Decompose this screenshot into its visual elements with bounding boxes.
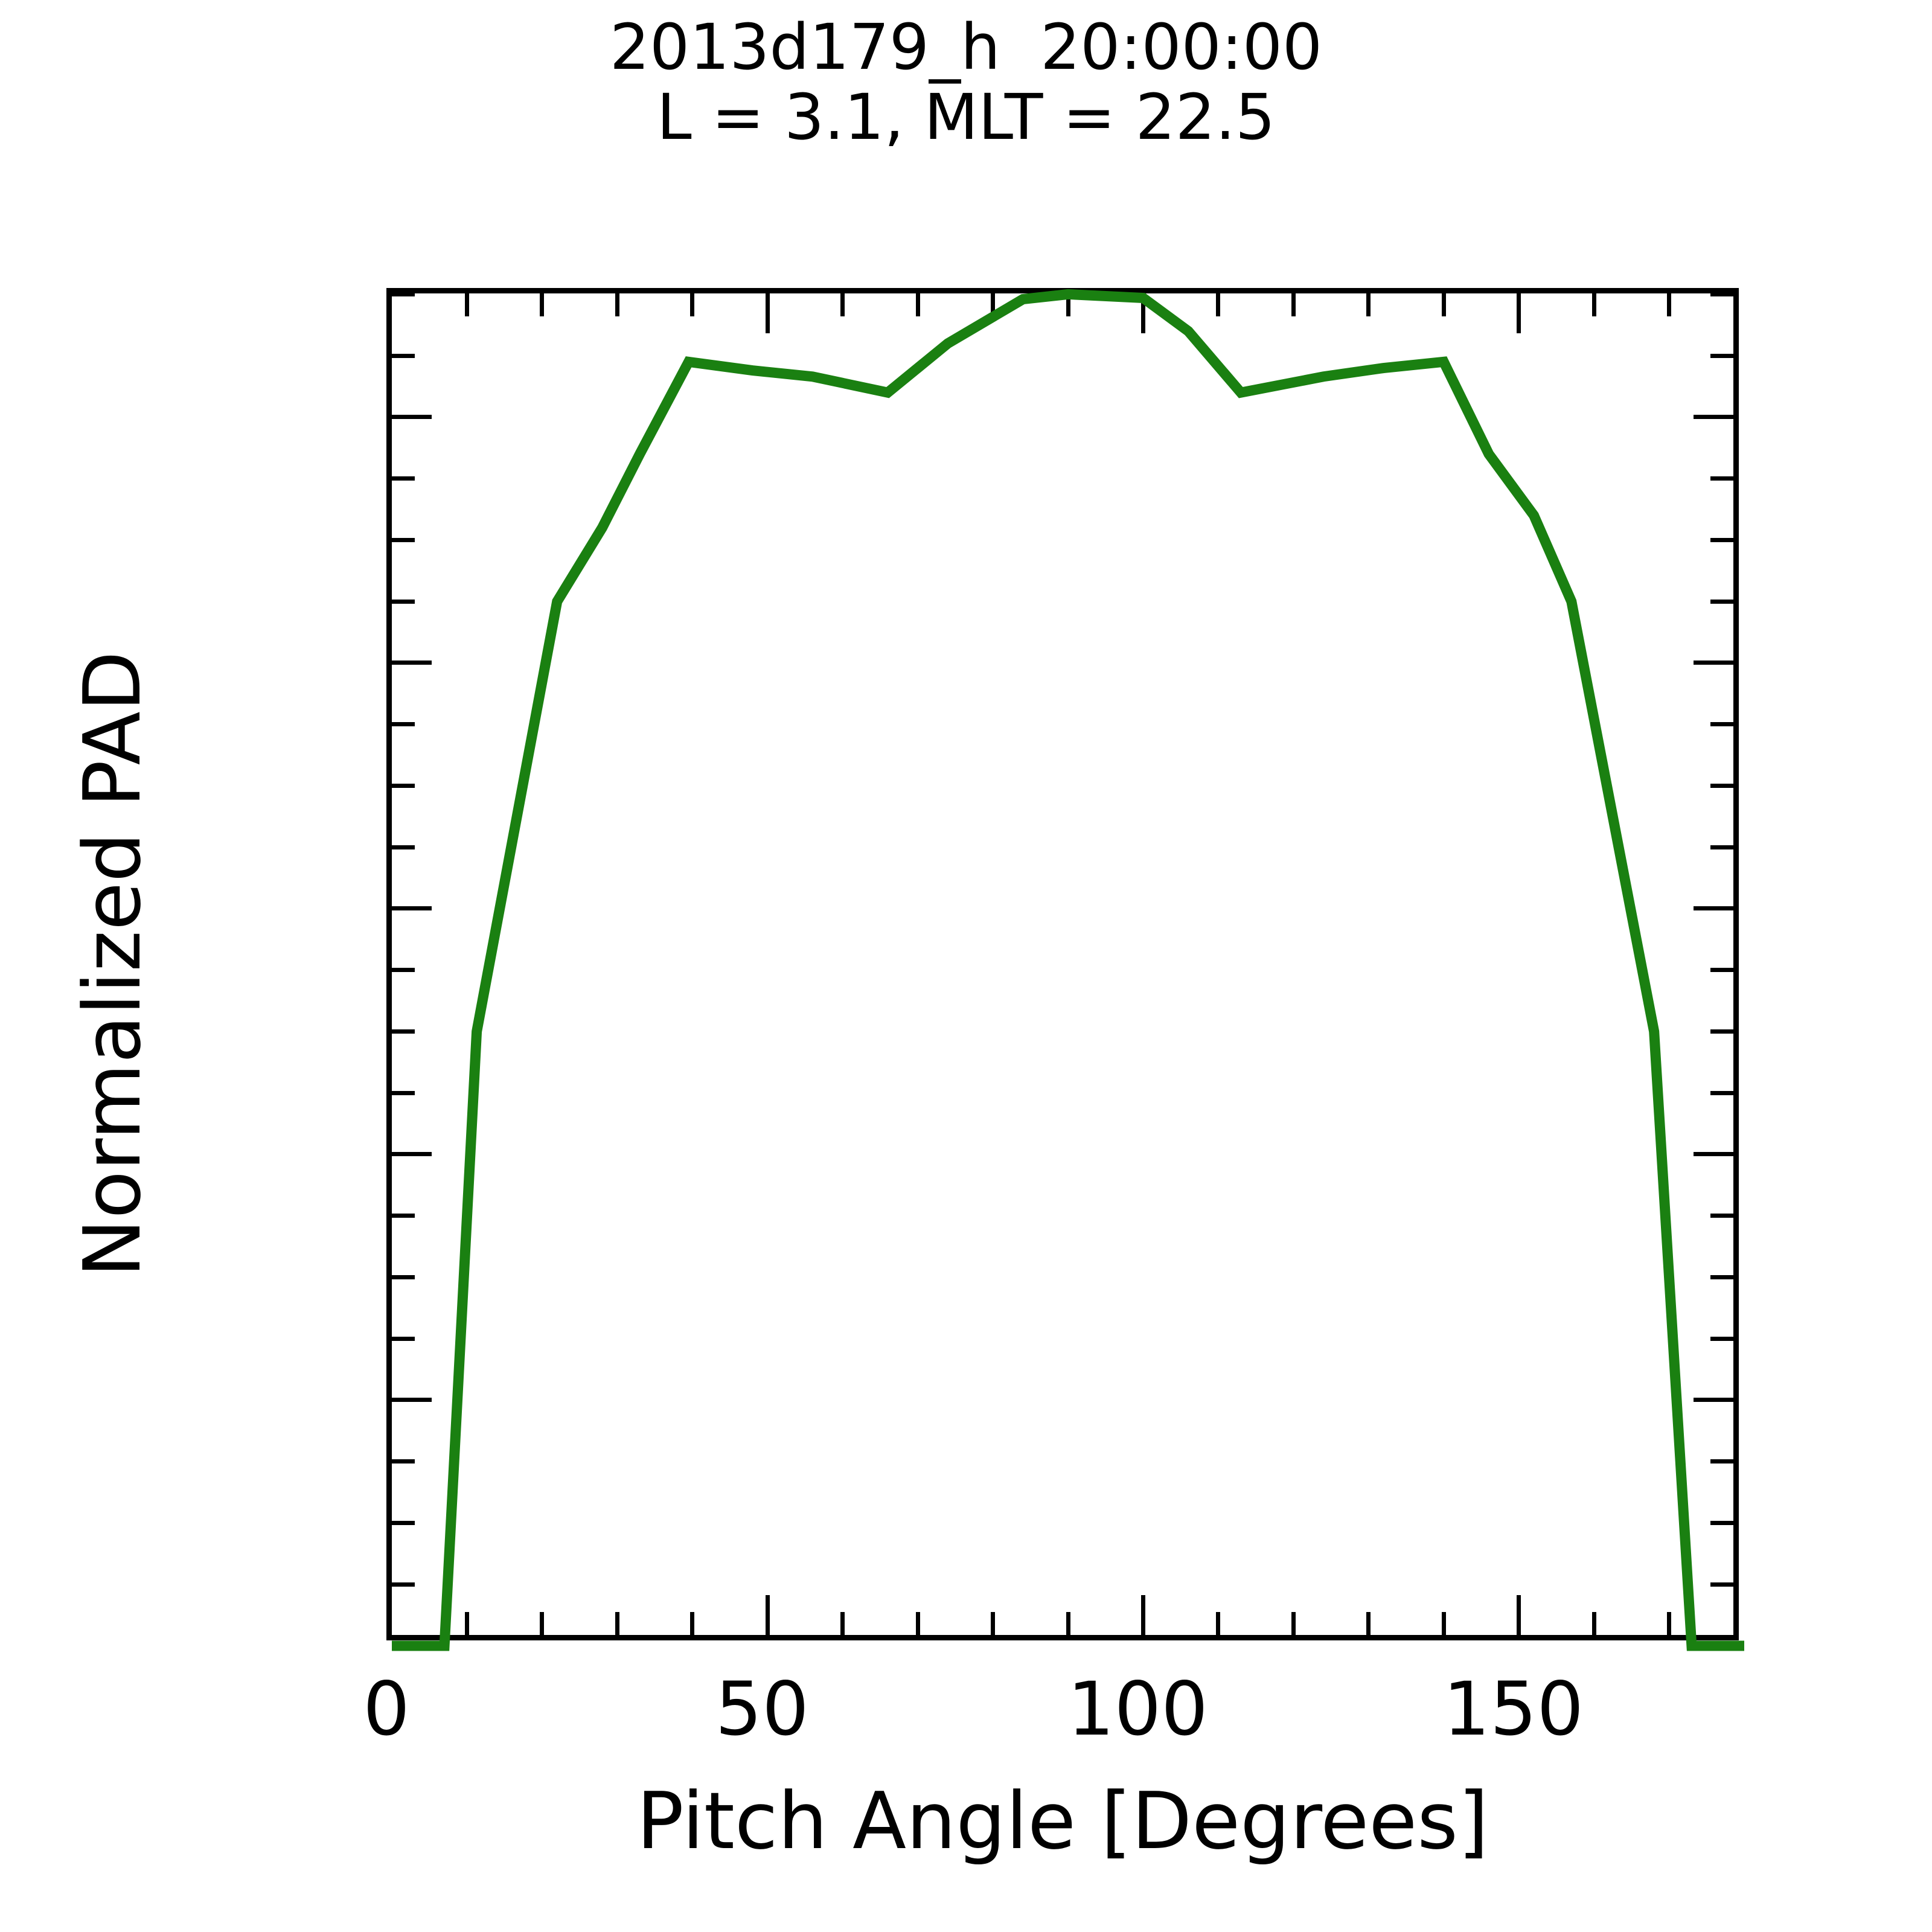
y-axis-tick-left-0.2 (392, 1398, 432, 1403)
y-axis-tick-left-1.1 (392, 292, 415, 296)
y-axis-tick-right-0.95 (1710, 476, 1733, 481)
y-axis-tick-right-0.9 (1710, 537, 1733, 542)
y-axis-tick-left-0.8 (392, 661, 432, 665)
y-axis-tick-right-0.2 (1694, 1398, 1733, 1403)
y-axis-tick-left-0.05 (392, 1582, 415, 1587)
x-tick-label-group: 0 50 100 150 (363, 1666, 1739, 1763)
y-axis-tick-right-0.65 (1710, 845, 1733, 849)
x-axis-tick-bottom-130 (1366, 1612, 1371, 1635)
y-axis-tick-right-0.45 (1710, 1090, 1733, 1095)
plot-area (392, 289, 1744, 1651)
y-axis-tick-left-0.9 (392, 537, 415, 542)
y-axis-tick-left-0.65 (392, 845, 415, 849)
x-axis-tick-top-110 (1216, 293, 1221, 316)
x-axis-tick-bottom-120 (1291, 1612, 1296, 1635)
y-axis-tick-right-0.85 (1710, 599, 1733, 604)
y-axis-tick-left-0.55 (392, 968, 415, 973)
y-axis-tick-left-0.4 (392, 1152, 432, 1157)
y-axis-tick-right-0.1 (1710, 1520, 1733, 1525)
chart-title: 2013d179_h 20:00:00 L = 3.1, MLT = 22.5 (0, 12, 1932, 153)
x-axis-tick-bottom-150 (1517, 1595, 1521, 1635)
data-line-0 (392, 289, 1744, 1651)
x-tick-label-0: 0 (363, 1666, 410, 1752)
x-axis-tick-top-10 (464, 293, 469, 316)
y-axis-tick-right-1.1 (1710, 292, 1733, 296)
y-axis-tick-right-0.55 (1710, 968, 1733, 973)
x-axis-tick-top-50 (765, 293, 770, 333)
x-axis-tick-bottom-20 (540, 1612, 545, 1635)
x-axis-tick-top-130 (1366, 293, 1371, 316)
y-axis-tick-right-0.05 (1710, 1582, 1733, 1587)
y-axis-tick-left-0.85 (392, 599, 415, 604)
y-axis-tick-right-0.75 (1710, 722, 1733, 727)
y-axis-tick-left-1.05 (392, 353, 415, 358)
y-axis-tick-right-1 (1694, 415, 1733, 420)
x-axis-tick-top-60 (840, 293, 845, 316)
y-axis-tick-left-0.7 (392, 783, 415, 788)
x-axis-tick-bottom-80 (991, 1612, 996, 1635)
y-axis-tick-right-0.6 (1694, 906, 1733, 911)
x-axis-tick-top-40 (690, 293, 695, 316)
y-axis-tick-left-0.1 (392, 1520, 415, 1525)
y-axis-tick-left-0.5 (392, 1029, 415, 1034)
x-axis-tick-top-140 (1441, 293, 1446, 316)
x-axis-tick-bottom-40 (690, 1612, 695, 1635)
y-axis-tick-right-0.15 (1710, 1459, 1733, 1464)
y-axis-tick-left-0.35 (392, 1214, 415, 1218)
y-axis-tick-left-1 (392, 415, 432, 420)
x-axis-tick-bottom-70 (915, 1612, 920, 1635)
y-axis-tick-left-0.3 (392, 1275, 415, 1279)
x-axis-tick-top-150 (1517, 293, 1521, 333)
x-axis-tick-bottom-110 (1216, 1612, 1221, 1635)
y-axis-title: Normalized PAD (66, 651, 158, 1278)
y-axis-tick-left-0.15 (392, 1459, 415, 1464)
y-axis-tick-right-0.35 (1710, 1214, 1733, 1218)
y-axis-tick-left-0.95 (392, 476, 415, 481)
x-axis-tick-top-70 (915, 293, 920, 316)
y-axis-tick-right-0.3 (1710, 1275, 1733, 1279)
x-tick-label-150: 150 (1443, 1666, 1584, 1752)
x-axis-tick-bottom-160 (1591, 1612, 1596, 1635)
y-axis-title-wrapper: Normalized PAD (0, 0, 158, 1278)
x-axis-tick-top-90 (1066, 293, 1070, 316)
y-axis-tick-left-0.6 (392, 906, 432, 911)
x-tick-label-50: 50 (715, 1666, 809, 1752)
y-axis-tick-right-0.7 (1710, 783, 1733, 788)
y-axis-tick-right-0.5 (1710, 1029, 1733, 1034)
x-axis-tick-top-20 (540, 293, 545, 316)
x-axis-tick-bottom-60 (840, 1612, 845, 1635)
y-axis-tick-right-1.05 (1710, 353, 1733, 358)
chart-title-line-1: 2013d179_h 20:00:00 (609, 10, 1323, 84)
x-axis-tick-bottom-100 (1140, 1595, 1145, 1635)
x-tick-label-100: 100 (1067, 1666, 1208, 1752)
y-axis-tick-left-0.75 (392, 722, 415, 727)
chart-title-line-2: L = 3.1, MLT = 22.5 (656, 80, 1276, 155)
y-axis-tick-left-0.25 (392, 1336, 415, 1341)
x-axis-tick-top-80 (991, 293, 996, 316)
x-axis-title: Pitch Angle [Degrees] (636, 1775, 1489, 1867)
x-axis-tick-top-170 (1667, 293, 1672, 316)
x-axis-tick-bottom-140 (1441, 1612, 1446, 1635)
x-axis-tick-top-160 (1591, 293, 1596, 316)
x-axis-tick-bottom-170 (1667, 1612, 1672, 1635)
x-axis-tick-top-30 (615, 293, 619, 316)
y-axis-tick-left-0.45 (392, 1090, 415, 1095)
x-axis-tick-bottom-30 (615, 1612, 619, 1635)
x-axis-tick-bottom-10 (464, 1612, 469, 1635)
x-axis-tick-top-100 (1140, 293, 1145, 333)
x-axis-tick-bottom-50 (765, 1595, 770, 1635)
y-axis-tick-right-0.25 (1710, 1336, 1733, 1341)
x-axis-tick-top-120 (1291, 293, 1296, 316)
plot-frame (386, 288, 1744, 1651)
y-axis-tick-right-0.4 (1694, 1152, 1733, 1157)
y-axis-tick-right-0.8 (1694, 661, 1733, 665)
x-axis-tick-bottom-90 (1066, 1612, 1070, 1635)
series-layer (392, 289, 1744, 1651)
